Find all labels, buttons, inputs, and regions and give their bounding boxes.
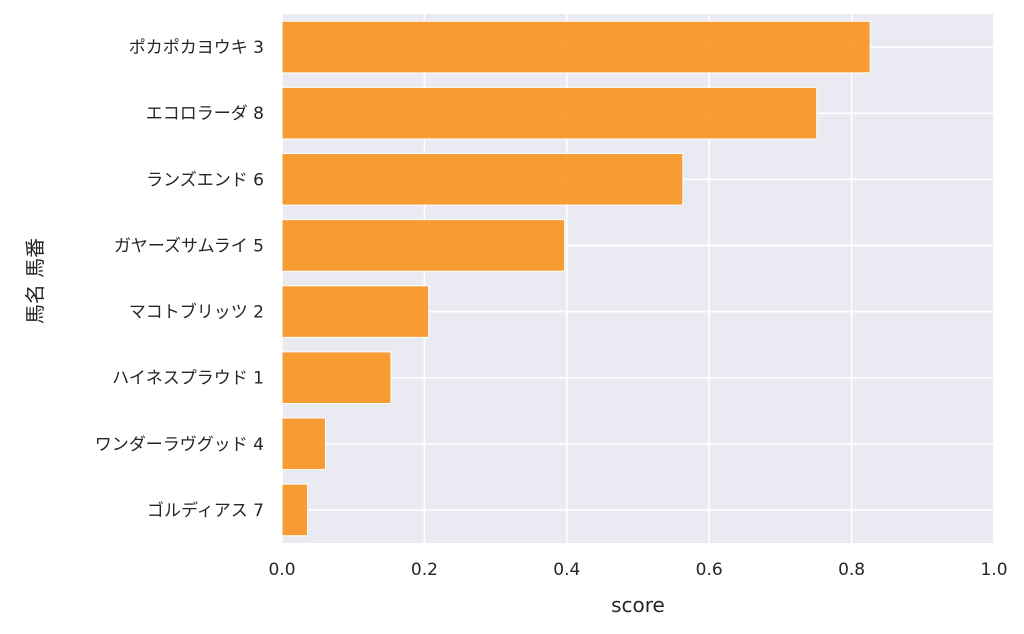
y-tick-label: ポカポカヨウキ 3 [129, 38, 264, 58]
bar [281, 285, 430, 338]
bar [281, 86, 818, 140]
y-tick-labels: ポカポカヨウキ 3 エコロラーダ 8 ランズエンド 6 ガヤーズサムライ 5 マコトブリ… [95, 38, 264, 521]
y-axis-title: 馬名 馬番 [23, 238, 47, 324]
bar [281, 153, 684, 206]
bar [281, 20, 871, 74]
y-tick-label: ガヤーズサムライ 5 [114, 236, 264, 256]
y-tick-label: ゴルディアス 7 [147, 500, 264, 521]
x-tick-label: 0.0 [268, 560, 295, 580]
bar [281, 219, 566, 272]
x-tick-label: 0.2 [411, 560, 438, 580]
x-tick-label: 0.8 [838, 560, 865, 580]
y-tick-label: マコトブリッツ 2 [129, 302, 264, 323]
x-tick-label: 0.4 [553, 560, 580, 580]
x-tick-labels: 0.0 0.2 0.4 0.6 0.8 1.0 [268, 560, 1007, 580]
bar [281, 483, 309, 537]
y-tick-label: ハイネスプラウド 1 [112, 369, 264, 389]
x-axis-title: score [611, 593, 665, 617]
x-tick-label: 0.6 [696, 560, 723, 580]
x-tick-label: 1.0 [980, 560, 1007, 580]
bar [281, 351, 392, 404]
bars [281, 20, 871, 537]
y-tick-label: ランズエンド 6 [146, 170, 264, 190]
y-tick-label: エコロラーダ 8 [146, 104, 264, 124]
y-tick-label: ワンダーラヴグッド 4 [95, 435, 264, 455]
bar [281, 417, 326, 471]
